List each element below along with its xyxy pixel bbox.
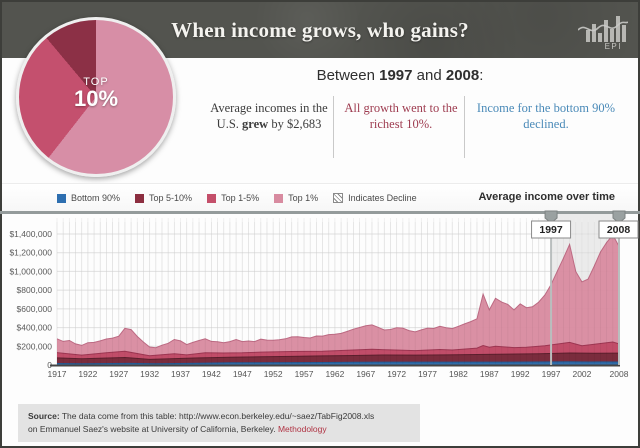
column-divider (464, 96, 465, 158)
x-axis-tick-label: 1952 (264, 369, 283, 379)
epi-logo: EPI (578, 10, 630, 54)
x-axis-tick-label: 1922 (78, 369, 97, 379)
legend-label: Top 5-10% (149, 193, 193, 203)
area-edge (56, 341, 620, 357)
x-axis-tick-label: 1977 (418, 369, 437, 379)
legend-bar: Bottom 90% Top 5-10% Top 1-5% Top 1% Indicat… (2, 183, 638, 211)
y-axis-tick-label: $400,000 (17, 323, 53, 333)
year-flag-label[interactable]: 1997 (539, 224, 563, 236)
stat-richest-10: All growth went to the richest 10%. (344, 101, 458, 131)
year-flag-box[interactable] (598, 220, 639, 239)
y-axis-tick-label: $1,200,000 (9, 248, 52, 258)
x-axis-tick-label: 2008 (610, 369, 629, 379)
pie-center-label: TOP 10% (19, 76, 173, 110)
x-axis-tick-label: 1987 (480, 369, 499, 379)
income-share-pie-chart: TOP 10% (16, 17, 176, 177)
legend-label: Top 1% (288, 193, 319, 203)
decline-hatch-icon (333, 193, 344, 203)
x-axis-tick-label: 1972 (387, 369, 406, 379)
x-axis-tick-label: 1982 (449, 369, 468, 379)
legend-label: Bottom 90% (71, 193, 121, 203)
column-divider (333, 96, 334, 158)
x-axis-tick-label: 1932 (140, 369, 159, 379)
legend-swatch-icon (57, 193, 66, 203)
x-axis-tick-label: 1947 (233, 369, 252, 379)
header-band: When income grows, who gains? EPI (2, 2, 638, 58)
pie-label-top: TOP (83, 76, 109, 88)
year-flag-label[interactable]: 2008 (607, 224, 631, 236)
stat-average-growth: Average incomes in the U.S. grew by $2,6… (210, 101, 328, 131)
legend-item: Top 1% (274, 193, 318, 203)
y-axis-tick-label: 0 (47, 360, 52, 370)
legend-swatch-icon (207, 193, 217, 203)
y-axis-tick-label: $200,000 (17, 341, 53, 351)
intro-year-start: 1997 (379, 67, 413, 84)
x-axis-tick-label: 1962 (325, 369, 344, 379)
legend: Bottom 90% Top 5-10% Top 1-5% Top 1% Indicat… (57, 184, 417, 212)
x-axis-tick-label: 1917 (48, 369, 67, 379)
epi-logo-bars-icon (580, 12, 626, 42)
area-edge (56, 352, 620, 360)
y-axis-tick-label: $800,000 (17, 285, 53, 295)
area-edge (56, 233, 620, 349)
epi-logo-text: EPI (604, 42, 622, 51)
x-axis-tick-label: 1942 (202, 369, 221, 379)
x-axis-tick-label: 1967 (356, 369, 375, 379)
x-axis-tick-label: 1957 (295, 369, 314, 379)
legend-swatch-icon (135, 193, 145, 203)
chart-title: Average income over time (478, 191, 615, 203)
intro-year-end: 2008 (445, 67, 480, 84)
pie-label-pct: 10% (73, 86, 119, 111)
stat-bottom-90: Income for the bottom 90% declined. (476, 101, 616, 131)
x-axis-tick-label: 1992 (511, 369, 530, 379)
legend-swatch-icon (274, 193, 284, 203)
page-title: When income grows, who gains? (171, 18, 469, 42)
source-note: Source: The data come from this table: h… (18, 404, 420, 442)
legend-item: Top 5-10% (135, 193, 192, 203)
y-axis-tick-label: $1,400,000 (9, 229, 52, 239)
area-top-1- (57, 234, 619, 365)
timeline-bar[interactable] (0, 211, 640, 214)
legend-item: Bottom 90% (57, 193, 120, 203)
y-axis-tick-label: $1,000,000 (9, 266, 52, 276)
legend-item: Top 1-5% (207, 193, 259, 203)
income-area-chart[interactable]: $1,400,000 $1,200,000 $1,000,000 $800,000 $6… (0, 207, 640, 392)
x-axis-tick-label: 1997 (542, 369, 561, 379)
x-axis-tick-label: 1937 (171, 369, 190, 379)
y-axis-tick-label: $600,000 (17, 304, 53, 314)
income-area-chart-svg[interactable]: $1,400,000 $1,200,000 $1,000,000 $800,000 $6… (0, 207, 640, 392)
legend-item-decline: Indicates Decline (333, 193, 417, 203)
methodology-link[interactable]: Methodology (277, 424, 327, 434)
epi-logo-wave-icon (578, 21, 628, 32)
legend-label: Indicates Decline (348, 193, 417, 203)
legend-label: Top 1-5% (221, 193, 260, 203)
intro-heading: Between 1997 and 2008: (316, 67, 484, 84)
x-axis-tick-label: 1927 (109, 369, 128, 379)
year-flag-box[interactable] (531, 220, 572, 239)
area-edge (56, 361, 620, 365)
x-axis-tick-label: 2002 (572, 369, 591, 379)
